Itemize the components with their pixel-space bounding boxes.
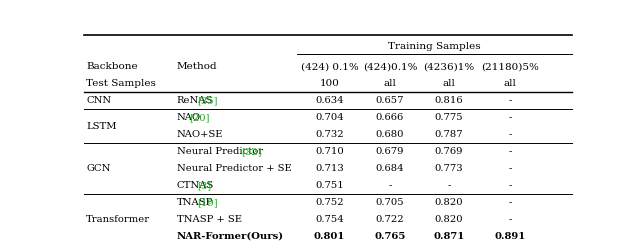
Text: Neural Predictor: Neural Predictor [177,147,263,156]
Text: 0.634: 0.634 [316,96,344,105]
Text: LSTM: LSTM [86,122,116,131]
Text: [3]: [3] [197,181,211,190]
Text: GCN: GCN [86,164,111,173]
Text: 0.871: 0.871 [433,232,465,241]
Text: -: - [508,147,512,156]
Text: (424)0.1%: (424)0.1% [363,62,417,71]
Text: 0.710: 0.710 [315,147,344,156]
Text: [32]: [32] [241,147,262,156]
Text: 0.775: 0.775 [435,113,463,122]
Text: Neural Predictor + SE: Neural Predictor + SE [177,164,292,173]
Text: Backbone: Backbone [86,62,138,71]
Text: -: - [447,181,451,190]
Text: 0.722: 0.722 [376,215,404,224]
Text: NAO: NAO [177,113,201,122]
Text: (424) 0.1%: (424) 0.1% [301,62,358,71]
Text: -: - [388,181,392,190]
Text: 0.820: 0.820 [435,198,463,207]
Text: NAO+SE: NAO+SE [177,130,223,139]
Text: -: - [508,198,512,207]
Text: CNN: CNN [86,96,111,105]
Text: 0.769: 0.769 [435,147,463,156]
Text: TNASP + SE: TNASP + SE [177,215,242,224]
Text: -: - [508,96,512,105]
Text: 0.704: 0.704 [315,113,344,122]
Text: (21180)5%: (21180)5% [481,62,539,71]
Text: 0.820: 0.820 [435,215,463,224]
Text: Test Samples: Test Samples [86,79,156,88]
Text: 0.705: 0.705 [376,198,404,207]
Text: Transformer: Transformer [86,215,150,224]
Text: Method: Method [177,62,218,71]
Text: 0.713: 0.713 [315,164,344,173]
Text: 0.801: 0.801 [314,232,345,241]
Text: all: all [504,79,516,88]
Text: 0.732: 0.732 [316,130,344,139]
Text: 0.679: 0.679 [376,147,404,156]
Text: -: - [508,181,512,190]
Text: 0.816: 0.816 [435,96,463,105]
Text: 0.754: 0.754 [315,215,344,224]
Text: CTNAS: CTNAS [177,181,214,190]
Text: 100: 100 [319,79,339,88]
Text: -: - [508,113,512,122]
Text: 0.773: 0.773 [435,164,463,173]
Text: 0.680: 0.680 [376,130,404,139]
Text: [19]: [19] [197,198,218,207]
Text: 0.684: 0.684 [376,164,404,173]
Text: 0.891: 0.891 [495,232,525,241]
Text: 0.657: 0.657 [376,96,404,105]
Text: [20]: [20] [189,113,209,122]
Text: Training Samples: Training Samples [388,42,481,51]
Text: NAR-Former(Ours): NAR-Former(Ours) [177,232,284,241]
Text: -: - [508,130,512,139]
Text: 0.787: 0.787 [435,130,463,139]
Text: [35]: [35] [197,96,218,105]
Text: -: - [508,215,512,224]
Text: TNASP: TNASP [177,198,213,207]
Text: -: - [508,164,512,173]
Text: 0.666: 0.666 [376,113,404,122]
Text: 0.765: 0.765 [374,232,406,241]
Text: all: all [442,79,455,88]
Text: 0.752: 0.752 [316,198,344,207]
Text: (4236)1%: (4236)1% [423,62,474,71]
Text: 0.751: 0.751 [315,181,344,190]
Text: all: all [383,79,396,88]
Text: ReNAS: ReNAS [177,96,213,105]
